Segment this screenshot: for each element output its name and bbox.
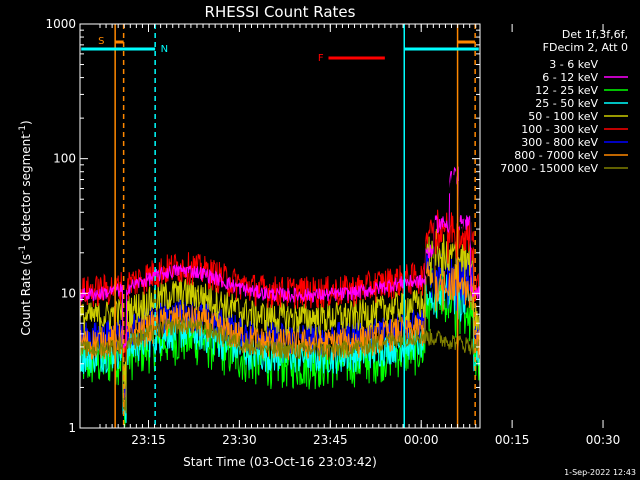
axes-layer — [79, 23, 481, 429]
series-line-1 — [79, 166, 480, 351]
x-tick-label-4: 00:15 — [495, 433, 530, 447]
x-tick-label-0: 23:15 — [131, 433, 166, 447]
legend-label-7: 800 - 7000 keV — [514, 149, 598, 162]
footer-timestamp: 1-Sep-2022 12:43 — [564, 468, 636, 477]
annotation-s-label: S — [98, 36, 104, 47]
y-axis-label-sup-1: -1 — [18, 245, 28, 254]
annotation-f-label: F — [318, 53, 324, 64]
y-tick-label-3: 1000 — [45, 17, 76, 31]
legend-label-0: 3 - 6 keV — [549, 58, 598, 71]
y-tick-label-2: 100 — [53, 152, 76, 166]
y-axis-label-part-2: detector segment — [19, 134, 33, 245]
legend-label-3: 25 - 50 keV — [535, 97, 598, 110]
legend-label-2: 12 - 25 keV — [535, 84, 598, 97]
legend-label-1: 6 - 12 keV — [542, 71, 598, 84]
overlay-layer: S N F — [81, 24, 479, 428]
x-tick-label-2: 23:45 — [313, 433, 348, 447]
y-tick-label-1: 10 — [61, 286, 76, 300]
legend-label-6: 300 - 800 keV — [521, 136, 598, 149]
legend-header-line-1: Det 1f,3f,6f, — [562, 28, 628, 41]
series-line-7 — [79, 260, 480, 412]
x-axis-label: Start Time (03-Oct-16 23:03:42) — [183, 455, 377, 469]
legend-label-5: 100 - 300 keV — [521, 123, 598, 136]
y-axis-label-sup-2: -1 — [18, 125, 28, 134]
x-tick-label-3: 00:00 — [404, 433, 439, 447]
series-layer — [79, 161, 480, 427]
x-tick-label-5: 00:30 — [586, 433, 621, 447]
y-axis-label-part-3: ) — [19, 120, 33, 125]
series-line-4 — [79, 228, 480, 389]
plot-frame — [79, 23, 481, 429]
legend-header-line-2: FDecim 2, Att 0 — [543, 41, 628, 54]
series-line-0 — [79, 161, 480, 303]
annotation-n-label: N — [161, 44, 168, 55]
y-axis-label-part-1: Count Rate (s — [19, 254, 33, 336]
chart-title: RHESSI Count Rates — [205, 3, 356, 21]
legend-label-8: 7000 - 15000 keV — [500, 162, 598, 175]
ticks-layer: 1 10 100 1000 23:15 23:30 23:45 00:00 00:15 00:30 — [45, 17, 620, 447]
series-line-8 — [79, 317, 480, 414]
x-tick-label-1: 23:30 — [222, 433, 257, 447]
y-axis-label: Count Rate (s-1 detector segment-1) — [18, 120, 33, 335]
legend-label-4: 50 - 100 keV — [528, 110, 598, 123]
y-tick-label-0: 1 — [68, 421, 76, 435]
